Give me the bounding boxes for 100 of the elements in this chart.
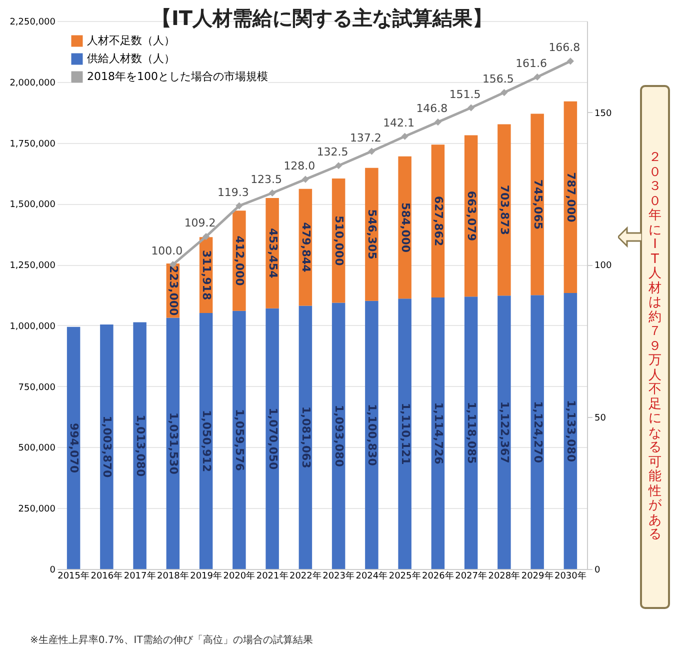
x-tick-label: 2029年 xyxy=(521,570,554,582)
x-tick-label: 2027年 xyxy=(455,570,488,582)
data-label: 1,050,912 xyxy=(200,410,214,472)
x-tick-label: 2015年 xyxy=(58,570,90,582)
point xyxy=(566,58,574,65)
x-tick-label: 2017年 xyxy=(124,570,156,582)
y-tick-label: 750,000 xyxy=(18,382,56,393)
text: ※生産性上昇率0.7%、IT需給の伸び「高位」の場合の試算結果 xyxy=(30,634,313,647)
point xyxy=(268,189,276,197)
data-label: 584,000 xyxy=(398,202,412,253)
data-label: 1,031,530 xyxy=(166,412,180,475)
chart-title: 【IT人材需給に関する主な試算結果】 xyxy=(151,6,493,30)
data-label: 994,070 xyxy=(68,422,81,474)
y2-tick-label: 50 xyxy=(594,413,606,424)
bar xyxy=(232,310,246,569)
data-label: 1,124,270 xyxy=(531,401,544,464)
data-label: 546,305 xyxy=(366,209,379,260)
y-tick-label: 250,000 xyxy=(18,504,56,515)
data-label: 1,081,063 xyxy=(299,406,312,468)
data-label: 132.5 xyxy=(316,146,348,159)
data-label: 128.0 xyxy=(284,159,316,172)
data-label: 627,862 xyxy=(432,196,445,246)
bar xyxy=(133,322,146,569)
data-label: 166.8 xyxy=(548,41,580,54)
x-tick-label: 2024年 xyxy=(356,570,388,582)
point xyxy=(302,176,309,183)
point xyxy=(401,132,408,140)
data-label: 412,000 xyxy=(233,236,246,286)
x-tick-label: 2023年 xyxy=(322,570,355,582)
y-tick-label: 2,250,000 xyxy=(10,18,56,28)
data-label: 123.5 xyxy=(250,173,282,186)
data-label: 787,000 xyxy=(564,172,578,223)
data-label: 146.8 xyxy=(416,102,448,116)
y-tick-label: 2,000,000 xyxy=(10,78,56,88)
x-tick-label: 2021年 xyxy=(256,570,288,582)
bar xyxy=(398,298,412,569)
y-tick-label: 1,250,000 xyxy=(10,261,56,272)
data-label: 151.5 xyxy=(449,88,481,101)
x-tick-label: 2030年 xyxy=(554,570,586,582)
data-label: 1,003,870 xyxy=(100,416,114,478)
data-label: 1,122,367 xyxy=(498,401,512,464)
x-tick-label: 2016年 xyxy=(90,570,123,582)
data-label: 1,100,830 xyxy=(366,404,379,466)
data-label: 1,093,080 xyxy=(332,404,346,468)
text: ２０３０年にIT人材は約７９万人不足になる可能性がある xyxy=(648,150,662,542)
x-tick-label: 2018年 xyxy=(156,570,189,582)
data-label: 1,118,085 xyxy=(465,402,478,464)
point xyxy=(335,162,342,170)
data-label: 100.0 xyxy=(151,244,183,258)
data-label: 156.5 xyxy=(482,72,514,86)
legend-label: 供給人材数（人） xyxy=(87,52,175,65)
data-label: 510,000 xyxy=(332,216,346,266)
bar xyxy=(166,318,180,569)
data-label: 1,013,080 xyxy=(134,414,147,477)
point xyxy=(236,202,243,210)
data-label: 453,454 xyxy=(266,228,280,279)
x-tick-label: 2020年 xyxy=(223,570,256,582)
bar xyxy=(498,124,511,296)
y2-tick-label: 0 xyxy=(594,566,600,576)
data-label: 745,065 xyxy=(531,179,544,230)
bar xyxy=(298,306,312,569)
point xyxy=(468,104,475,112)
y-tick-label: 1,500,000 xyxy=(10,200,56,210)
y-tick-label: 1,000,000 xyxy=(10,322,56,332)
bar xyxy=(530,295,544,569)
legend-label: 2018年を100とした場合の市場規模 xyxy=(87,70,268,83)
point xyxy=(534,73,541,81)
bar xyxy=(266,308,279,569)
data-label: 1,059,576 xyxy=(233,409,246,472)
x-tick-label: 2026年 xyxy=(422,570,454,582)
x-tick-label: 2025年 xyxy=(388,570,421,582)
y-tick-label: 500,000 xyxy=(18,444,56,454)
data-label: 161.6 xyxy=(516,57,548,70)
data-label: 137.2 xyxy=(350,131,382,144)
bar xyxy=(530,114,544,296)
y2-tick-label: 150 xyxy=(594,108,612,119)
data-label: 1,110,121 xyxy=(398,402,412,465)
point xyxy=(434,118,442,126)
x-tick-label: 2019年 xyxy=(190,570,222,582)
data-label: 663,079 xyxy=(465,190,478,241)
bar xyxy=(564,293,578,569)
bar xyxy=(365,300,378,569)
point xyxy=(368,148,376,155)
data-label: 119.3 xyxy=(217,186,249,199)
data-label: 703,873 xyxy=(498,184,512,235)
bar xyxy=(431,298,445,569)
data-label: 1,133,080 xyxy=(564,400,578,462)
bar xyxy=(199,313,213,569)
legend-label: 人材不足数（人） xyxy=(87,34,175,47)
x-tick-label: 2028年 xyxy=(488,570,520,582)
data-label: 109.2 xyxy=(184,216,216,230)
y2-tick-label: 100 xyxy=(594,261,612,272)
data-label: 311,918 xyxy=(200,250,214,300)
y-tick-label: 0 xyxy=(50,566,56,576)
point xyxy=(500,89,508,96)
bar xyxy=(464,296,478,569)
data-label: 479,844 xyxy=(299,222,312,273)
y-tick-label: 1,750,000 xyxy=(10,139,56,150)
bar xyxy=(100,324,114,569)
data-label: 1,070,050 xyxy=(266,408,280,470)
